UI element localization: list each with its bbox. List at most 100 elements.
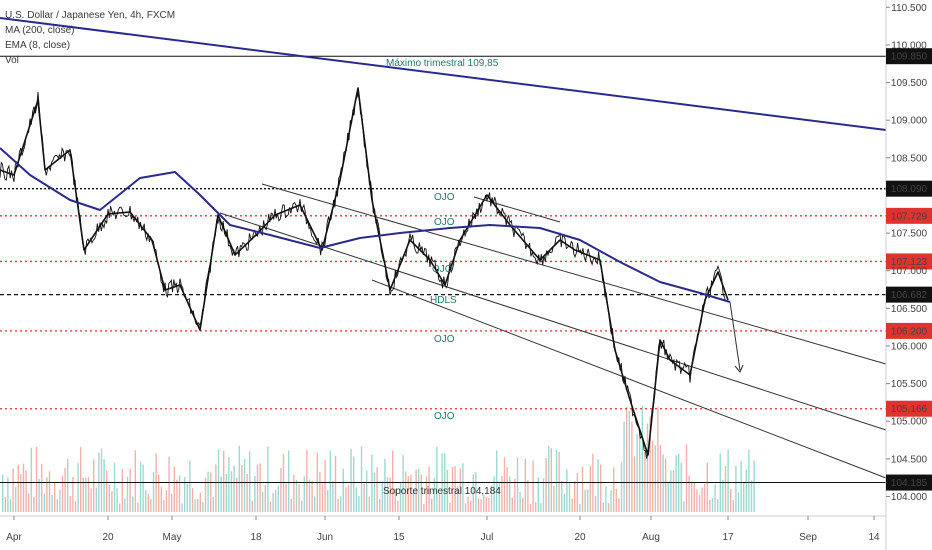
volume-bar xyxy=(519,491,521,512)
volume-bar xyxy=(688,475,690,512)
channel-line[interactable] xyxy=(371,279,887,479)
volume-bar xyxy=(295,479,298,512)
volume-bar xyxy=(353,456,355,512)
volume-bar xyxy=(272,493,274,512)
volume-bar xyxy=(191,487,194,512)
volume-bar xyxy=(399,483,402,512)
volume-bar xyxy=(64,467,66,512)
volume-bar xyxy=(425,476,428,512)
price-tick-label: 110.000 xyxy=(891,40,927,51)
chart-annotation[interactable]: OJO xyxy=(434,217,455,228)
volume-bar xyxy=(566,469,568,512)
time-tick-label: 20 xyxy=(574,532,586,543)
volume-bar xyxy=(410,475,412,512)
price-label: 106.200 xyxy=(891,326,928,337)
volume-bar xyxy=(514,478,516,512)
volume-bar xyxy=(524,458,526,512)
volume-bar xyxy=(212,496,214,512)
volume-bar xyxy=(277,485,279,512)
volume-bar xyxy=(306,450,308,512)
volume-bar xyxy=(615,488,617,512)
time-axis[interactable]: Apr 20 May 18 Jun 15 Jul 20 Aug 17 Sep 14 xyxy=(6,516,880,543)
channel-line[interactable] xyxy=(473,196,561,223)
ma200-line[interactable] xyxy=(0,147,731,303)
price-label-box xyxy=(886,180,932,197)
volume-bar xyxy=(113,462,116,512)
volume-bar xyxy=(106,470,108,512)
chart-annotation[interactable]: OJO xyxy=(434,334,455,345)
volume-bar xyxy=(548,446,550,512)
volume-bar xyxy=(77,463,79,512)
chart-annotation[interactable]: OJO xyxy=(432,264,453,275)
volume-bar xyxy=(74,501,77,512)
channel-line[interactable] xyxy=(261,183,887,365)
volume-bar xyxy=(672,470,675,512)
volume-bar xyxy=(363,484,365,512)
price-tick-label: 107.500 xyxy=(891,229,928,240)
projection-arrow[interactable] xyxy=(729,301,741,371)
chart-annotation[interactable]: OJO xyxy=(434,192,455,203)
volume-bar xyxy=(132,496,134,512)
volume-bar xyxy=(730,489,732,512)
chart-annotation[interactable]: Soporte trimestral 104,184 xyxy=(383,486,501,497)
volume-bar xyxy=(555,449,558,512)
volume-bar xyxy=(327,490,329,512)
volume-bar xyxy=(561,481,563,512)
volume-bar xyxy=(111,491,113,512)
volume-bar xyxy=(366,470,368,512)
price-label: 106.682 xyxy=(891,290,928,301)
volume-bar xyxy=(173,466,175,512)
volume-bar xyxy=(43,493,45,512)
volume-bar xyxy=(308,479,311,512)
volume-bar xyxy=(254,476,256,512)
volume-bar xyxy=(20,474,22,512)
price-label-box xyxy=(886,253,932,270)
time-tick-label: Sep xyxy=(799,532,817,543)
volume-bar xyxy=(293,474,295,512)
volume-bar xyxy=(654,445,656,512)
volume-bar xyxy=(529,504,532,512)
volume-bar xyxy=(613,467,615,512)
ma200-legend: MA (200, close) xyxy=(5,25,75,36)
volume-bar xyxy=(641,405,643,512)
volume-bar xyxy=(490,485,493,512)
volume-bar xyxy=(210,472,212,512)
volume-bar xyxy=(171,494,173,512)
price-tick-label: 104.500 xyxy=(891,454,928,465)
channel-line[interactable] xyxy=(219,212,887,431)
volume-bar xyxy=(220,476,222,512)
price-tick-label: 105.000 xyxy=(891,417,928,428)
volume-bar xyxy=(600,464,602,512)
volume-bar xyxy=(129,468,131,512)
volume-bar xyxy=(488,497,490,512)
volume-bar xyxy=(449,502,451,512)
volume-bar xyxy=(381,481,383,512)
time-tick-label: 20 xyxy=(102,532,114,543)
volume-bar xyxy=(639,429,641,512)
volume-bar xyxy=(563,493,565,512)
volume-bar xyxy=(298,484,300,512)
chart-annotation[interactable]: Máximo trimestral 109,85 xyxy=(386,58,499,69)
volume-bar xyxy=(657,407,659,512)
volume-bar xyxy=(355,487,357,512)
volume-bar xyxy=(626,407,628,512)
ema8-line[interactable] xyxy=(0,87,729,456)
volume-bar xyxy=(602,502,604,512)
volume-bar xyxy=(35,446,38,512)
volume-bar xyxy=(142,464,144,512)
volume-bar xyxy=(303,476,305,512)
price-tick-label: 104.000 xyxy=(891,492,928,503)
volume-bar xyxy=(511,497,513,512)
chart-annotation[interactable]: HDLS xyxy=(430,295,457,306)
volume-bar xyxy=(433,478,435,512)
chart-annotation[interactable]: OJO xyxy=(434,411,455,422)
volume-bar xyxy=(454,466,456,512)
quarterly-trendline[interactable] xyxy=(0,17,887,131)
time-tick-label: 18 xyxy=(250,532,262,543)
price-label: 107.123 xyxy=(891,257,928,268)
volume-bar xyxy=(628,411,630,512)
time-tick-label: May xyxy=(163,532,182,543)
price-tick-label: 108.500 xyxy=(891,153,928,164)
